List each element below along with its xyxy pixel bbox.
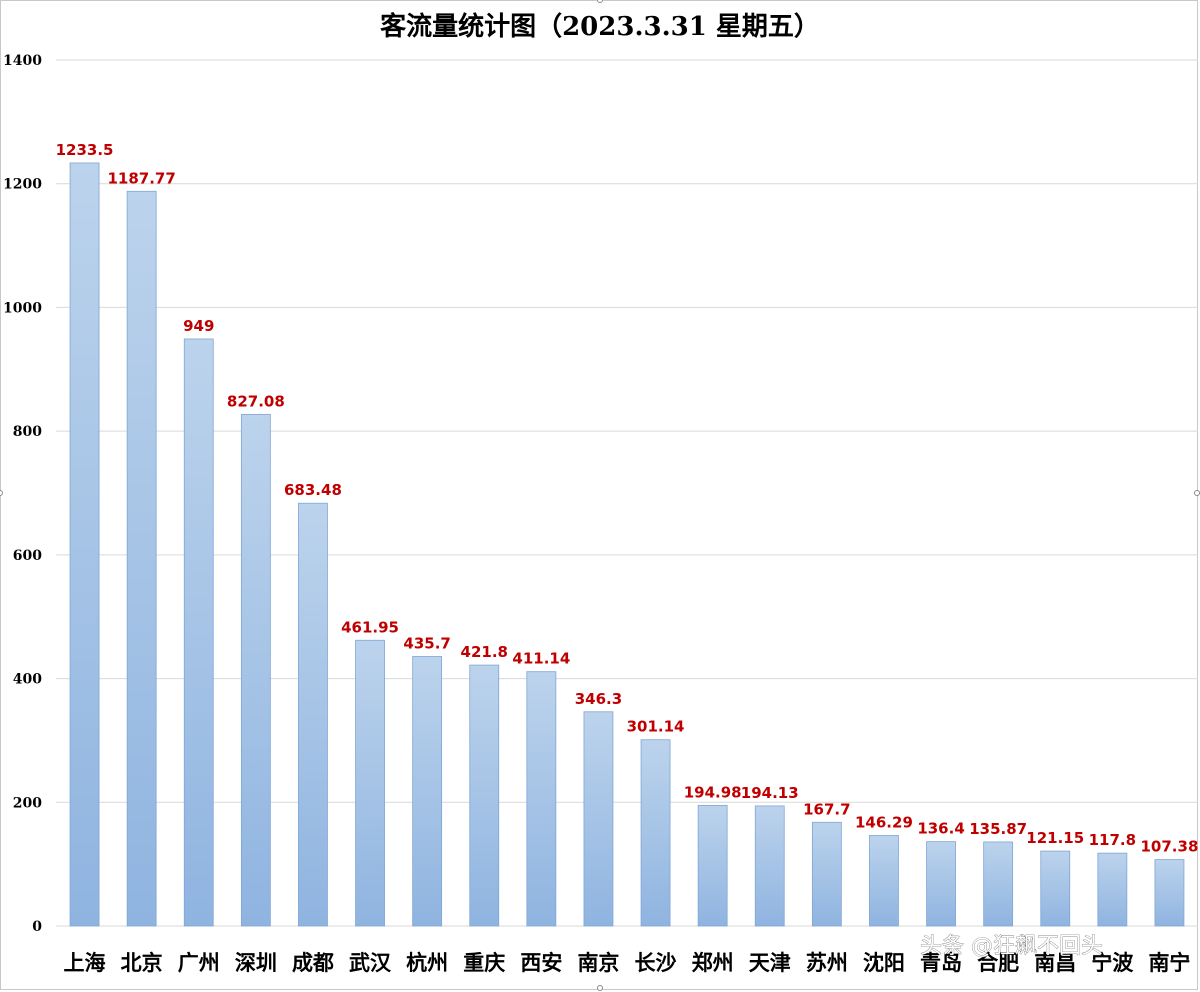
chart-title: 客流量统计图（2023.3.31 星期五）: [380, 11, 820, 42]
y-axis-ticks: 0 200 400 600 800 1000 1200 1400: [3, 53, 42, 935]
bar: [412, 656, 443, 927]
value-label: 107.38: [1141, 838, 1199, 856]
value-label: 194.98: [684, 783, 742, 801]
value-label: 194.13: [741, 784, 799, 802]
y-tick-label: 200: [13, 795, 42, 811]
y-tick-label: 800: [13, 424, 42, 440]
bar: [298, 502, 328, 927]
value-label: 1233.5: [56, 141, 114, 159]
category-label: 合肥: [977, 950, 1019, 975]
value-label: 117.8: [1089, 831, 1136, 849]
bar: [183, 338, 214, 927]
category-labels: 上海 北京 广州 深圳 成都 武汉 杭州 重庆 西安 南京 长沙 郑州 天津 苏州 沈阳 青岛 合肥 南昌 宁波 南宁: [64, 950, 1191, 975]
category-label: 重庆: [463, 950, 505, 975]
value-label: 949: [183, 317, 214, 335]
bar: [926, 841, 956, 927]
category-label: 郑州: [692, 950, 734, 975]
bar: [126, 190, 157, 927]
bar: [1040, 850, 1071, 927]
category-label: 武汉: [349, 950, 392, 975]
category-label: 北京: [121, 950, 163, 975]
watermark: 头条 @狂飙不回头: [920, 934, 1103, 959]
category-label: 宁波: [1091, 950, 1134, 975]
gridlines: [56, 59, 1198, 927]
category-label: 沈阳: [863, 950, 905, 975]
bar: [1154, 859, 1185, 927]
value-label: 683.48: [284, 481, 342, 499]
bar: [1097, 852, 1128, 927]
category-label: 上海: [64, 950, 106, 975]
value-label: 146.29: [855, 814, 913, 832]
value-label: 121.15: [1026, 829, 1084, 847]
category-label: 西安: [520, 950, 562, 975]
value-label: 346.3: [575, 690, 622, 708]
value-label: 136.4: [917, 820, 964, 838]
y-tick-label: 600: [13, 548, 42, 564]
resize-handle-bottom[interactable]: [597, 985, 603, 991]
bars: [69, 162, 1185, 927]
value-label: 461.95: [341, 618, 399, 636]
bar: [640, 739, 671, 927]
bar: [240, 413, 271, 927]
value-label: 421.8: [461, 643, 508, 661]
value-label: 411.14: [512, 650, 570, 668]
category-label: 广州: [178, 950, 220, 975]
bar: [583, 711, 614, 927]
y-tick-label: 1400: [3, 53, 42, 69]
value-label: 135.87: [969, 820, 1027, 838]
bar: [811, 821, 842, 927]
category-label: 南昌: [1034, 950, 1076, 975]
value-label: 301.14: [627, 718, 685, 736]
category-label: 成都: [292, 950, 334, 975]
bar: [69, 162, 100, 927]
bar: [697, 804, 728, 927]
y-tick-label: 1000: [3, 300, 42, 316]
y-tick-label: 1200: [3, 177, 42, 193]
category-label: 天津: [749, 950, 791, 975]
category-label: 深圳: [235, 950, 277, 975]
value-label: 167.7: [803, 800, 850, 818]
value-label: 435.7: [403, 634, 450, 652]
category-label: 杭州: [406, 950, 448, 975]
y-tick-label: 0: [32, 919, 42, 935]
bar: [469, 664, 500, 927]
bar: [754, 805, 785, 927]
category-label: 长沙: [635, 950, 677, 975]
bar: [355, 639, 385, 927]
value-label: 827.08: [227, 392, 285, 410]
category-label: 南宁: [1148, 950, 1190, 975]
category-label: 南京: [577, 950, 619, 975]
y-tick-label: 400: [13, 672, 42, 688]
bar: [526, 671, 557, 927]
category-label: 苏州: [806, 950, 848, 975]
category-label: 青岛: [920, 950, 962, 975]
bar: [869, 835, 899, 927]
resize-handle-top[interactable]: [597, 0, 603, 3]
value-label: 1187.77: [107, 169, 175, 187]
resize-handle-left[interactable]: [0, 490, 3, 496]
bar: [983, 841, 1014, 927]
